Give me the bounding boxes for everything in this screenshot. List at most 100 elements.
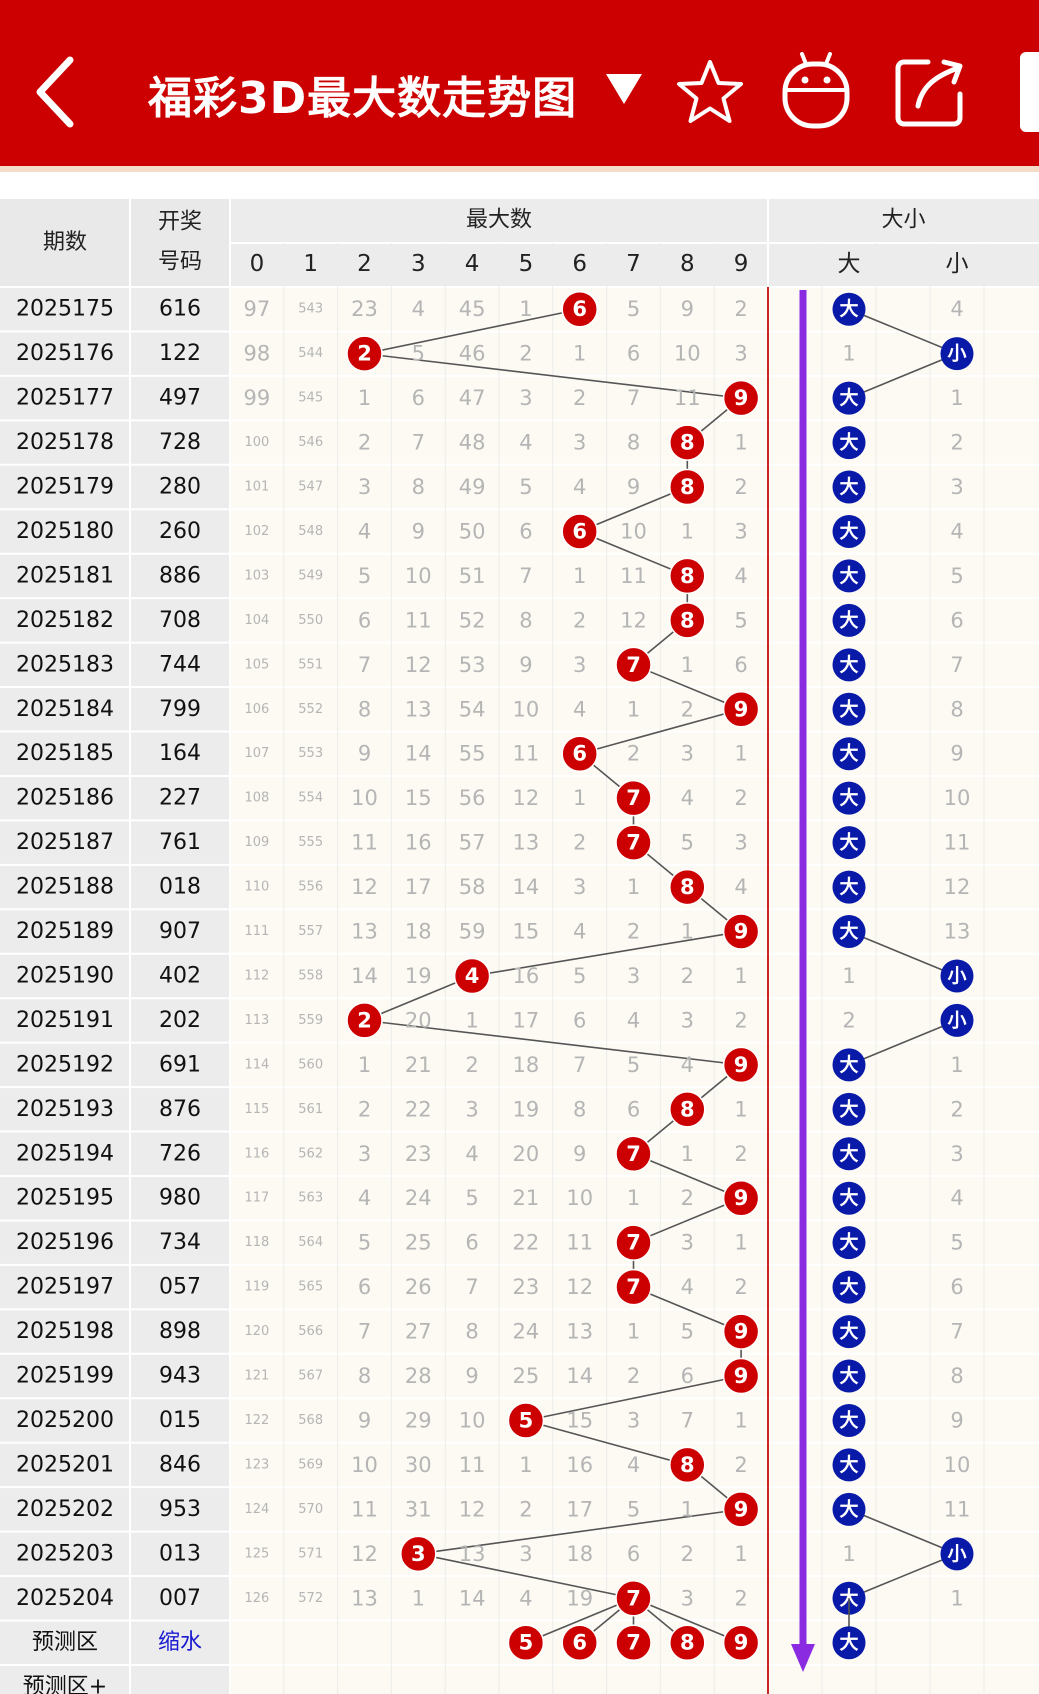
miss-value: 9 [358,1408,371,1432]
trend-segment [525,1419,688,1466]
period-cell: 2025181 [16,563,114,588]
row-label-bg [0,953,230,999]
trend-segment [364,308,580,355]
size-big-ball [832,870,866,904]
size-big-ball [832,603,866,637]
size-miss-value: 3 [950,1142,963,1166]
miss-value: 53 [459,653,486,677]
miss-value: 121 [244,1369,269,1384]
miss-value: 12 [620,608,647,632]
miss-value: 2 [519,342,532,366]
forecast-ball[interactable] [507,1624,545,1661]
miss-value: 4 [412,297,425,321]
miss-value: 7 [358,653,371,677]
forecast-ball[interactable] [722,1624,760,1661]
miss-value: 2 [627,1364,640,1388]
size-miss-value: 2 [842,1008,855,1032]
period-cell: 2025198 [16,1319,114,1344]
miss-value: 5 [358,564,371,588]
side-tab-button[interactable] [1020,52,1039,132]
max-digit-value: 7 [626,1231,641,1255]
miss-value: 23 [405,1142,432,1166]
period-cell: 2025177 [16,386,114,411]
size-big-ball [832,1492,866,1526]
size-value: 大 [839,386,858,409]
size-big-ball [832,292,866,326]
miss-value: 15 [566,1408,593,1432]
size-segment [848,308,958,355]
size-miss-value: 2 [950,1097,963,1121]
row-bg [230,598,1039,643]
miss-value: 1 [681,1142,694,1166]
page-title[interactable]: 福彩3D最大数走势图 [148,73,578,124]
trend-segment [364,352,742,399]
size-big-ball [832,1181,866,1215]
max-digit-ball [615,824,652,861]
miss-value: 3 [573,653,586,677]
share-icon[interactable] [892,54,968,130]
miss-value: 547 [298,480,323,495]
forecast-ball[interactable] [561,1624,598,1661]
miss-value: 571 [298,1546,323,1561]
max-digit-ball [615,1580,652,1617]
period-cell: 2025179 [16,475,114,500]
miss-value: 24 [405,1186,432,1210]
forecast-ball[interactable] [669,1624,706,1661]
period-cell: 2025200 [16,1408,114,1433]
forecast-ball[interactable] [615,1624,652,1661]
number-cell: 402 [159,963,201,988]
max-digit-ball [346,1002,383,1039]
miss-value: 112 [244,968,269,983]
size-miss-value: 8 [950,1364,963,1388]
miss-value: 543 [298,302,323,317]
size-big-ball [832,1448,866,1482]
miss-value: 26 [405,1275,432,1299]
miss-value: 103 [244,568,269,583]
robot-icon[interactable] [780,50,852,132]
digit-header-7: 7 [626,251,641,277]
size-miss-value: 7 [950,653,963,677]
miss-value: 4 [573,475,586,499]
miss-value: 1 [734,1231,747,1255]
caret-down-icon[interactable] [604,68,644,108]
miss-value: 117 [244,1191,269,1206]
max-digit-value: 9 [734,697,749,721]
size-value: 大 [839,875,858,898]
row-label-bg [0,1442,230,1488]
max-digit-value: 8 [680,875,695,899]
max-digit-ball [561,513,598,550]
row-label-bg [0,1264,230,1310]
size-miss-value: 11 [944,831,971,855]
row-bg [230,509,1039,554]
miss-value: 15 [405,786,432,810]
miss-value: 98 [244,342,271,366]
size-value: 大 [839,1097,858,1120]
size-miss-value: 1 [842,1542,855,1566]
chevron-left-icon[interactable] [30,52,90,132]
miss-value: 552 [298,702,323,717]
number-cell: 057 [159,1275,201,1300]
row-bg [230,909,1039,954]
period-cell: 2025197 [16,1275,114,1300]
max-digit-value: 8 [680,1453,695,1477]
row-bg [230,464,1039,510]
size-value: 大 [839,431,858,454]
max-digit-value: 6 [572,297,587,321]
max-digit-header: 最大数 [466,208,532,233]
row-label-bg [0,1353,230,1399]
miss-value: 11 [566,1231,593,1255]
miss-value: 55 [459,742,486,766]
forecast-plus-label-bg [0,1664,230,1694]
number-cell: 898 [159,1319,201,1344]
forecast-size-ball[interactable] [832,1626,866,1660]
row-label-bg [0,598,230,643]
size-big-ball [832,737,866,771]
star-icon[interactable] [675,58,745,128]
miss-value: 3 [358,475,371,499]
shrink-link[interactable]: 缩水 [158,1630,202,1655]
miss-value: 562 [298,1146,323,1161]
miss-value: 8 [519,608,532,632]
period-cell: 2025184 [16,697,114,722]
row-label-bg [0,287,230,332]
miss-value: 109 [244,835,269,850]
